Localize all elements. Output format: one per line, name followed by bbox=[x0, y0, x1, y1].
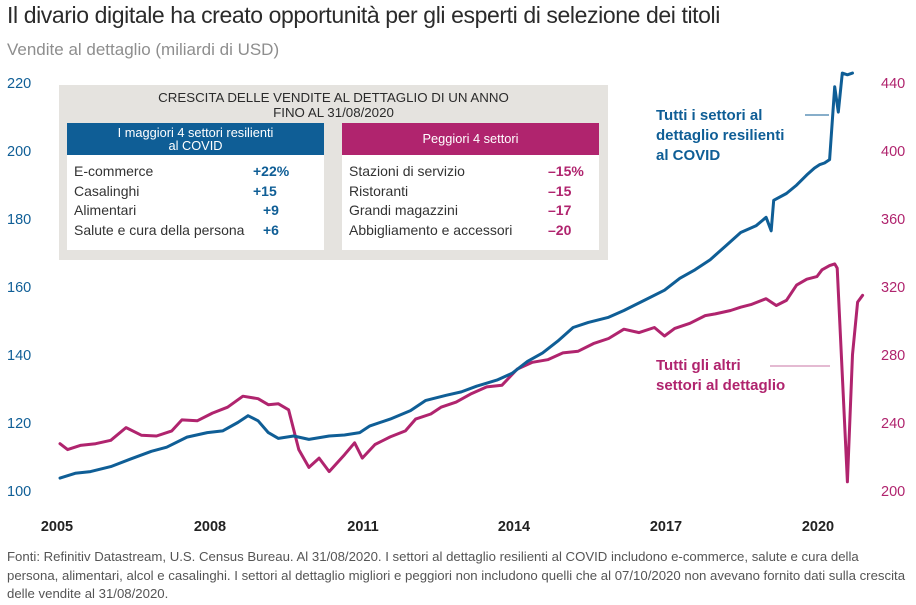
sales-growth-table: CRESCITA DELLE VENDITE AL DETTAGLIO DI U… bbox=[59, 85, 608, 260]
table-row: Abbigliamento e accessori –20 bbox=[342, 222, 599, 242]
y-right-tick: 440 bbox=[881, 76, 906, 92]
sector-value: –17 bbox=[548, 202, 572, 218]
y-left-tick: 120 bbox=[7, 416, 32, 432]
table-row: Stazioni di servizio –15% bbox=[342, 163, 599, 183]
table-row: E-commerce +22% bbox=[67, 163, 324, 183]
x-tick: 2020 bbox=[801, 519, 835, 535]
source-footnote: Fonti: Refinitiv Datastream, U.S. Census… bbox=[7, 549, 906, 601]
sector-value: +9 bbox=[263, 202, 279, 218]
y-right-tick: 280 bbox=[881, 348, 906, 364]
table-row: Casalinghi +15 bbox=[67, 183, 324, 203]
sector-label: Stazioni di servizio bbox=[349, 163, 465, 179]
x-tick: 2014 bbox=[497, 519, 531, 535]
y-left-tick: 140 bbox=[7, 348, 32, 364]
best-sectors-header: I maggiori 4 settori resilienti al COVID bbox=[67, 123, 324, 155]
annotation-other-sectors: Tutti gli altri settori al dettaglio bbox=[656, 357, 786, 394]
y-right-tick: 360 bbox=[881, 212, 906, 228]
sector-label: Casalinghi bbox=[74, 182, 140, 199]
sector-label: Ristoranti bbox=[349, 182, 409, 199]
y-right-tick: 320 bbox=[881, 280, 906, 296]
best-sectors-panel: I maggiori 4 settori resilienti al COVID… bbox=[67, 123, 324, 250]
sector-value: –20 bbox=[548, 221, 572, 238]
table-row: Grandi magazzini –17 bbox=[342, 202, 599, 222]
y-right-tick: 200 bbox=[881, 484, 906, 500]
y-left-tick: 100 bbox=[7, 484, 32, 500]
sector-label: Alimentari bbox=[74, 202, 137, 218]
x-tick: 2005 bbox=[40, 519, 74, 535]
sector-label: Grandi magazzini bbox=[349, 202, 458, 218]
y-left-tick: 220 bbox=[7, 76, 32, 92]
worst-sectors-panel: Peggiori 4 settori Stazioni di servizio –… bbox=[342, 123, 599, 250]
y-left-tick: 180 bbox=[7, 212, 32, 228]
x-tick: 2008 bbox=[193, 519, 227, 535]
sector-label: E-commerce bbox=[74, 163, 154, 179]
sector-value: +22% bbox=[253, 163, 290, 179]
sector-label: Abbigliamento e accessori bbox=[349, 221, 513, 238]
annotation-covid-resilient: Tutti i settori al dettaglio resilienti … bbox=[656, 107, 785, 164]
x-tick: 2017 bbox=[649, 519, 683, 535]
y-left-tick: 160 bbox=[7, 280, 32, 296]
series-line-covid-resilient bbox=[58, 71, 854, 480]
table-title: CRESCITA DELLE VENDITE AL DETTAGLIO DI U… bbox=[158, 90, 509, 120]
chart-subtitle: Vendite al dettaglio (miliardi di USD) bbox=[7, 40, 280, 59]
worst-sectors-header: Peggiori 4 settori bbox=[342, 123, 599, 155]
table-row: Salute e cura della persona +6 bbox=[67, 222, 324, 242]
y-left-tick: 200 bbox=[7, 144, 32, 160]
sector-value: +6 bbox=[263, 221, 279, 238]
sector-value: –15% bbox=[548, 163, 584, 179]
series-line-other-sectors bbox=[58, 262, 865, 484]
sector-label: Salute e cura della persona bbox=[74, 221, 245, 238]
y-right-tick: 240 bbox=[881, 416, 906, 432]
table-row: Ristoranti –15 bbox=[342, 183, 599, 203]
x-tick: 2011 bbox=[347, 519, 379, 535]
chart-title: Il divario digitale ha creato opportunit… bbox=[7, 2, 720, 28]
sector-value: +15 bbox=[253, 182, 277, 199]
table-row: Alimentari +9 bbox=[67, 202, 324, 222]
y-right-tick: 400 bbox=[881, 144, 906, 160]
sector-value: –15 bbox=[548, 182, 572, 199]
